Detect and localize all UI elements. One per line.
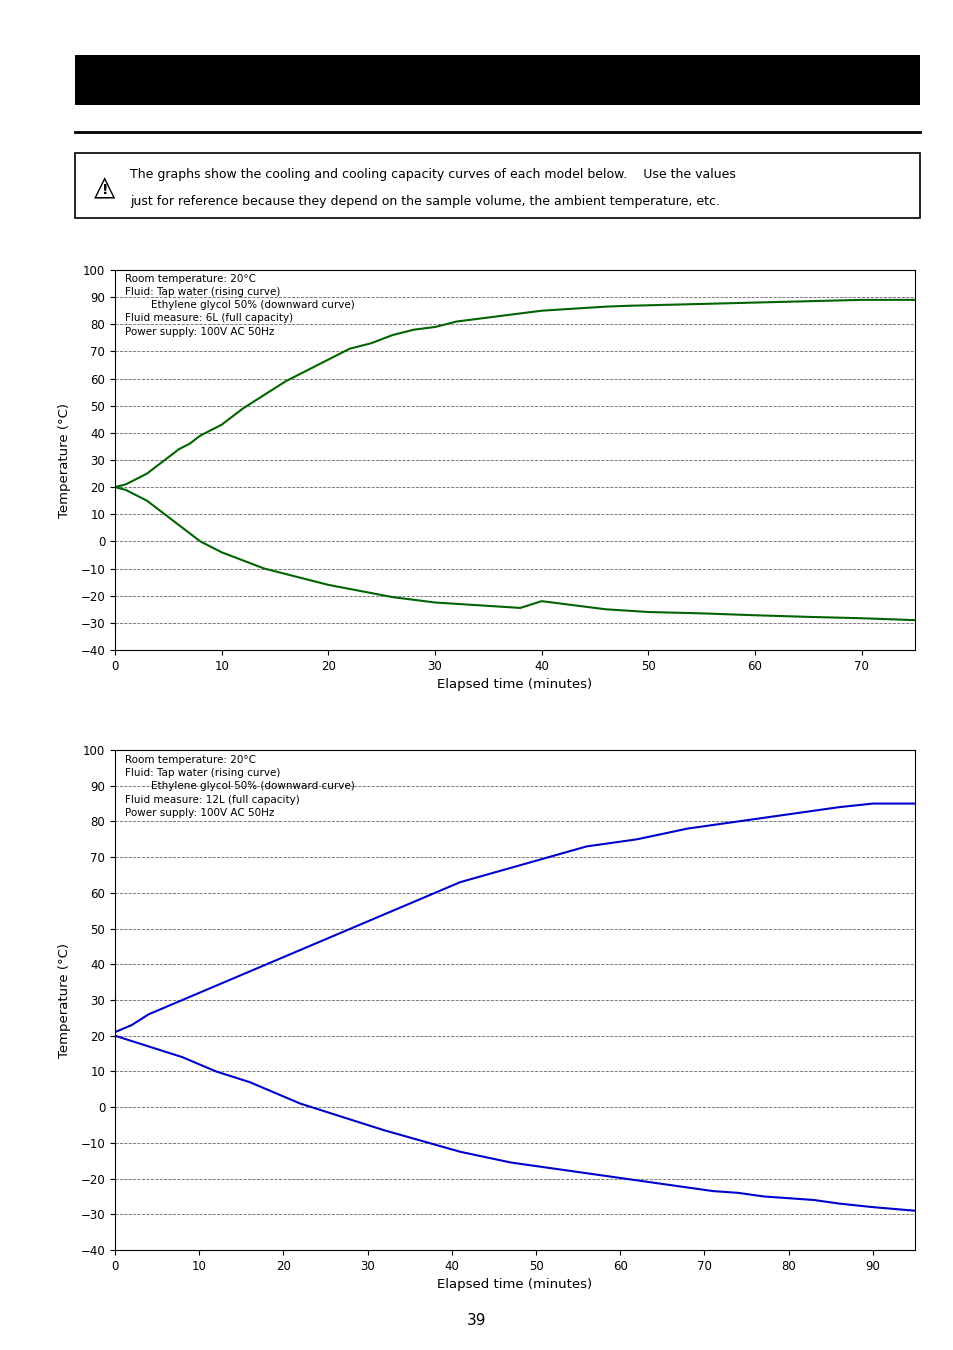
X-axis label: Elapsed time (minutes): Elapsed time (minutes) [437, 678, 592, 691]
Text: Room temperature: 20°C
Fluid: Tap water (rising curve)
        Ethylene glycol 5: Room temperature: 20°C Fluid: Tap water … [125, 755, 354, 818]
Text: The graphs show the cooling and cooling capacity curves of each model below.    : The graphs show the cooling and cooling … [130, 167, 735, 181]
X-axis label: Elapsed time (minutes): Elapsed time (minutes) [437, 1278, 592, 1292]
Text: 39: 39 [467, 1314, 486, 1328]
Text: !: ! [102, 182, 108, 197]
Text: just for reference because they depend on the sample volume, the ambient tempera: just for reference because they depend o… [130, 194, 720, 208]
Y-axis label: Temperature (°C): Temperature (°C) [58, 942, 71, 1057]
Text: △: △ [94, 173, 115, 201]
Text: Room temperature: 20°C
Fluid: Tap water (rising curve)
        Ethylene glycol 5: Room temperature: 20°C Fluid: Tap water … [125, 274, 354, 336]
Y-axis label: Temperature (°C): Temperature (°C) [58, 402, 71, 517]
